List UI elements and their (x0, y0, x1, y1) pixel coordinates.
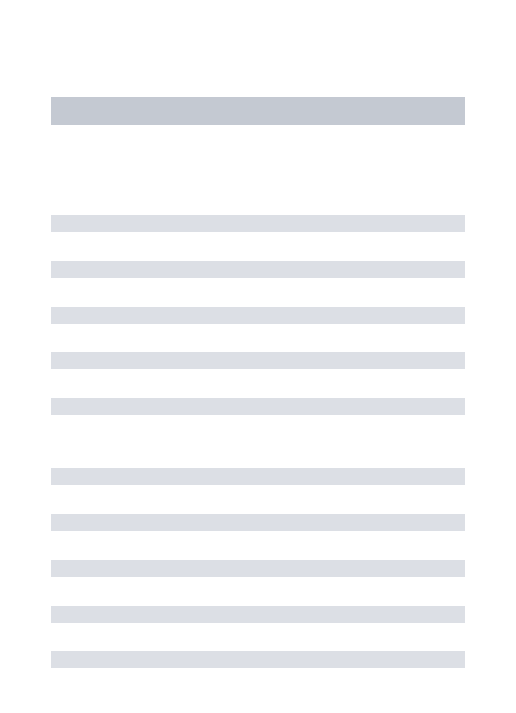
skeleton-container (51, 0, 465, 713)
skeleton-line (51, 261, 465, 278)
skeleton-line (51, 651, 465, 668)
skeleton-line (51, 468, 465, 485)
skeleton-line (51, 352, 465, 369)
skeleton-line (51, 560, 465, 577)
skeleton-line (51, 307, 465, 324)
skeleton-line (51, 514, 465, 531)
skeleton-line (51, 606, 465, 623)
skeleton-line (51, 215, 465, 232)
skeleton-title-bar (51, 97, 465, 125)
skeleton-line (51, 398, 465, 415)
